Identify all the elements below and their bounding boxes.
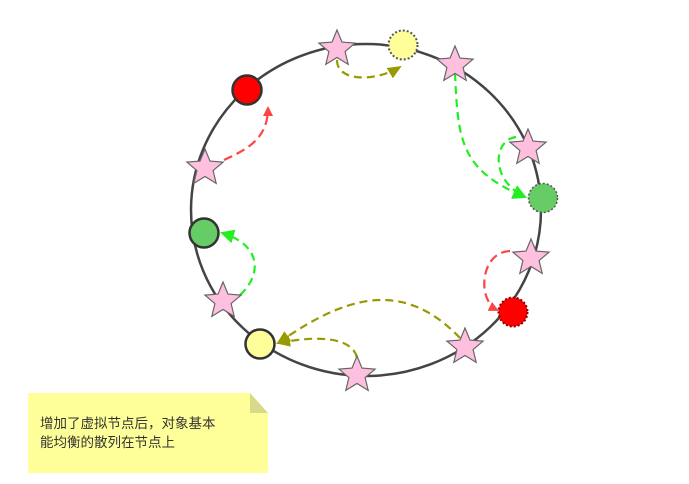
virtual-node-star-right — [508, 127, 548, 165]
physical-node-red — [231, 74, 263, 106]
arrow-star-left-to-red-node — [223, 106, 273, 161]
arrow-star-bottom-right-to-yellow-node — [276, 298, 461, 345]
virtual-node-yellow — [387, 29, 419, 61]
note-text: 增加了虚拟节点后，对象基本 能均衡的散列在节点上 — [40, 416, 216, 451]
arrow-star-topright-to-green-node — [453, 72, 527, 199]
virtual-node-star-lower-right — [511, 237, 551, 275]
virtual-node-star-left — [185, 147, 225, 185]
virtual-node-star-top — [317, 28, 357, 66]
virtual-node-star-top-right — [435, 44, 475, 82]
physical-node-green — [188, 217, 220, 249]
arrow-star-top-to-yellow-node — [335, 59, 402, 79]
virtual-node-stars — [185, 28, 551, 392]
arrow-star-lower-left-to-green-node — [220, 229, 256, 296]
sticky-note — [28, 393, 268, 473]
virtual-node-star-bottom-right — [445, 326, 485, 364]
virtual-node-star-bottom — [337, 354, 377, 392]
physical-node-yellow — [244, 328, 276, 360]
virtual-node-green — [527, 182, 559, 214]
arrow-star-right-to-green-node — [497, 135, 527, 199]
arrow-star-lower-right-to-red-node — [483, 249, 511, 311]
arrow-star-bottom-to-yellow-node — [276, 334, 359, 371]
virtual-node-red — [497, 296, 529, 328]
virtual-node-star-lower-left — [203, 280, 243, 318]
